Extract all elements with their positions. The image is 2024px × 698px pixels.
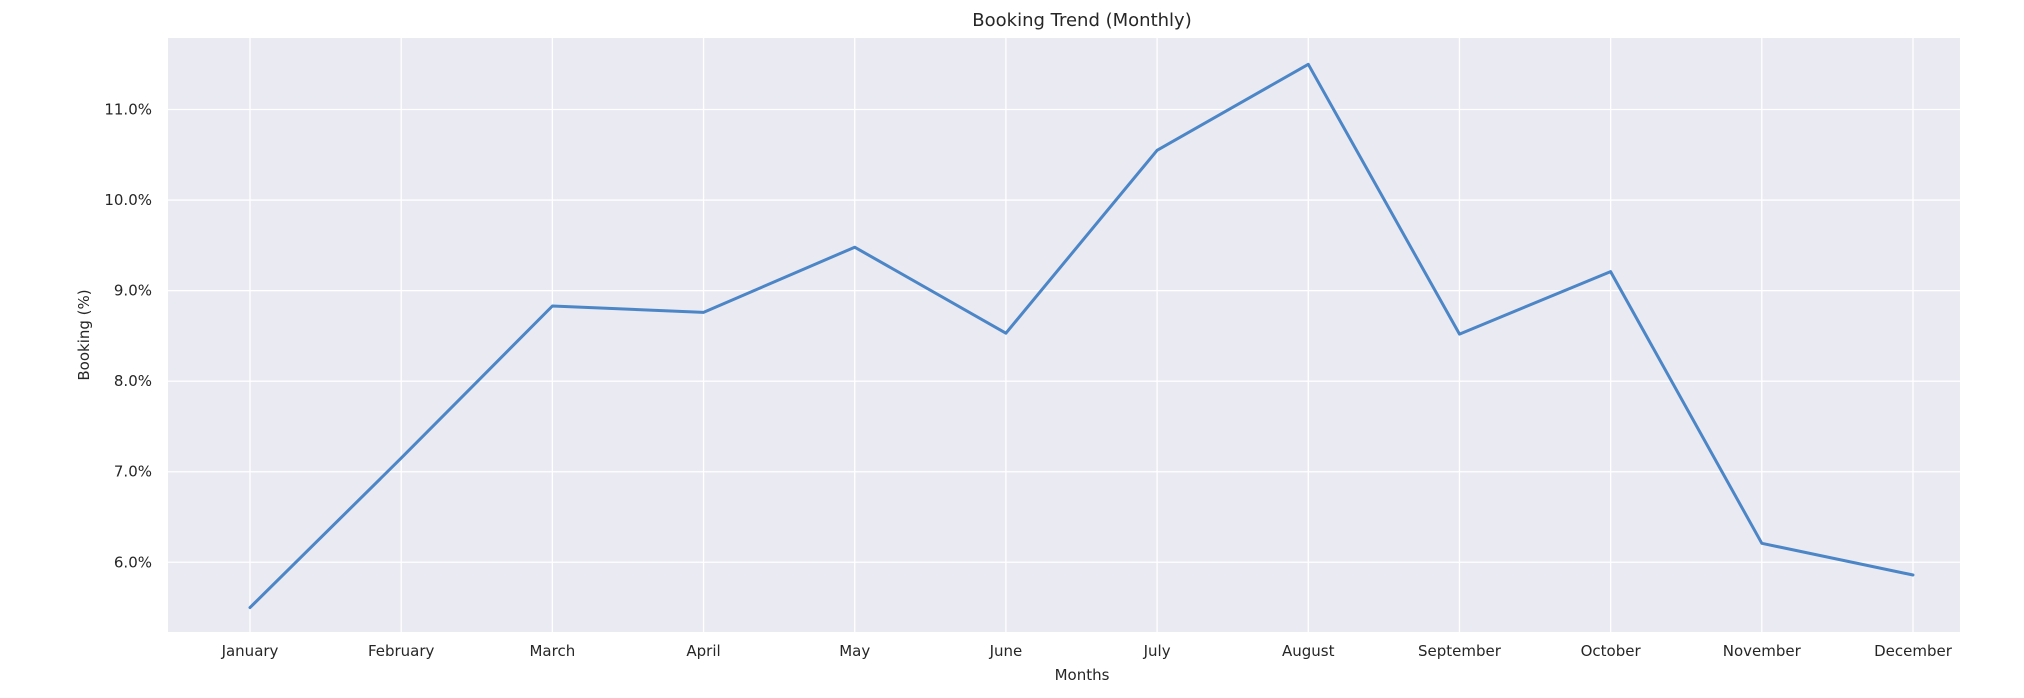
y-tick-label: 7.0% [114,463,152,481]
x-tick-label: April [686,642,720,660]
plot-area [168,38,1960,632]
y-tick-label: 8.0% [114,372,152,390]
x-tick-label: December [1874,642,1953,660]
x-tick-label: August [1282,642,1335,660]
y-axis-label: Booking (%) [75,289,93,380]
x-tick-label: September [1418,642,1502,660]
y-tick-label: 6.0% [114,553,152,571]
x-tick-label: June [989,642,1023,660]
x-tick-label: November [1723,642,1802,660]
grid-lines [168,38,1960,632]
chart-title: Booking Trend (Monthly) [972,10,1191,31]
series-lines [248,62,1915,610]
x-tick-labels: January February March April May June July Augu… [221,642,1953,660]
y-tick-label: 11.0% [104,101,152,119]
y-tick-label: 10.0% [104,191,152,209]
x-tick-label: July [1143,642,1171,660]
x-tick-label: February [368,642,435,660]
x-tick-label: October [1581,642,1642,660]
x-tick-label: March [529,642,575,660]
series-line-booking [248,62,1915,610]
y-tick-labels: 6.0% 7.0% 8.0% 9.0% 10.0% 11.0% [104,101,152,572]
y-tick-label: 9.0% [114,282,152,300]
x-tick-label: May [839,642,870,660]
x-tick-label: January [221,642,279,660]
x-axis-label: Months [1055,666,1110,684]
